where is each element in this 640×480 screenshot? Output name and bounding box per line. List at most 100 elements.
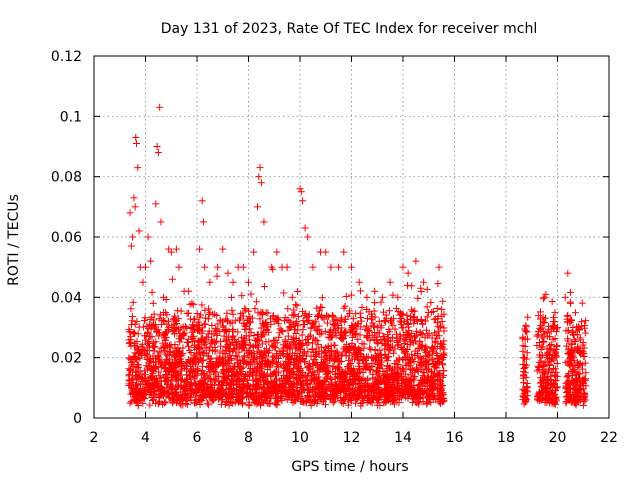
x-tick-label: 8 — [244, 430, 253, 446]
data-point — [220, 332, 228, 340]
data-point — [127, 242, 135, 250]
data-point — [377, 298, 385, 306]
data-point — [404, 269, 412, 277]
data-point — [311, 375, 319, 383]
x-tick-label: 18 — [497, 430, 515, 446]
y-tick-label: 0.08 — [51, 170, 82, 186]
data-point — [193, 310, 201, 318]
data-point — [294, 287, 302, 295]
data-point — [148, 288, 156, 296]
data-point — [184, 335, 192, 343]
data-point — [213, 311, 221, 319]
x-axis-label: GPS time / hours — [291, 459, 408, 475]
data-point — [363, 293, 371, 301]
data-point — [229, 310, 237, 318]
data-point — [354, 335, 362, 343]
data-point — [139, 278, 147, 286]
data-point — [205, 364, 213, 372]
data-point — [198, 197, 206, 205]
data-point — [280, 289, 288, 297]
data-point — [524, 313, 532, 321]
data-point — [185, 287, 193, 295]
data-point — [567, 317, 575, 325]
data-point — [265, 399, 273, 407]
data-point — [188, 328, 196, 336]
x-tick-label: 22 — [600, 430, 618, 446]
data-point — [423, 313, 431, 321]
data-point — [127, 305, 135, 313]
data-point — [581, 329, 589, 337]
data-point — [533, 332, 541, 340]
data-point — [314, 312, 322, 320]
x-tick-label: 12 — [343, 430, 361, 446]
data-point — [204, 401, 212, 409]
data-point — [206, 278, 214, 286]
data-point — [128, 317, 136, 325]
data-point — [193, 322, 201, 330]
data-point — [362, 322, 370, 330]
y-tick-label: 0.04 — [51, 290, 82, 306]
x-tick-label: 20 — [549, 430, 567, 446]
data-point — [254, 309, 262, 317]
data-point — [134, 164, 142, 172]
data-point — [199, 349, 207, 357]
data-point — [399, 263, 407, 271]
data-point — [228, 306, 236, 314]
data-point — [382, 341, 390, 349]
data-point — [348, 263, 355, 271]
data-point — [269, 265, 277, 273]
data-point — [357, 317, 365, 325]
data-point — [420, 278, 428, 286]
data-point — [245, 307, 253, 315]
data-point — [340, 248, 348, 256]
data-point — [439, 297, 447, 305]
data-point — [394, 293, 402, 301]
data-point — [578, 299, 586, 307]
data-point — [134, 350, 142, 358]
data-point — [132, 133, 140, 141]
data-point — [238, 399, 246, 407]
data-point — [371, 287, 379, 295]
data-point — [214, 263, 222, 271]
data-point — [146, 401, 154, 409]
data-point — [156, 103, 164, 111]
data-point — [258, 340, 266, 348]
data-point — [127, 321, 135, 329]
data-point — [288, 293, 296, 301]
data-point — [304, 233, 312, 241]
data-point — [551, 308, 559, 316]
data-point — [159, 400, 167, 408]
data-point — [299, 326, 307, 334]
data-point — [223, 309, 231, 317]
data-point — [388, 333, 396, 341]
data-point — [358, 399, 366, 407]
data-point — [571, 309, 579, 317]
data-point — [428, 344, 436, 352]
data-point — [391, 325, 399, 333]
data-point — [542, 290, 550, 298]
data-point — [564, 371, 572, 379]
data-point — [254, 203, 262, 211]
data-point — [257, 179, 265, 187]
data-point — [190, 316, 198, 324]
data-point — [340, 304, 348, 312]
data-point — [566, 298, 574, 306]
data-point — [283, 316, 291, 324]
data-point — [252, 298, 260, 306]
data-point — [425, 308, 433, 316]
data-point — [297, 188, 305, 196]
data-point — [152, 200, 160, 208]
data-point — [314, 327, 322, 335]
data-point — [219, 245, 227, 253]
data-point — [378, 293, 386, 301]
data-point — [229, 332, 237, 340]
data-point — [142, 263, 149, 271]
y-axis-label: ROTI / TECUs — [6, 194, 22, 286]
data-point — [250, 248, 258, 256]
y-tick-label: 0 — [73, 411, 82, 427]
data-point — [211, 310, 219, 318]
data-point — [430, 315, 438, 323]
data-point — [357, 313, 365, 321]
data-point — [162, 296, 170, 304]
data-point — [131, 329, 139, 337]
